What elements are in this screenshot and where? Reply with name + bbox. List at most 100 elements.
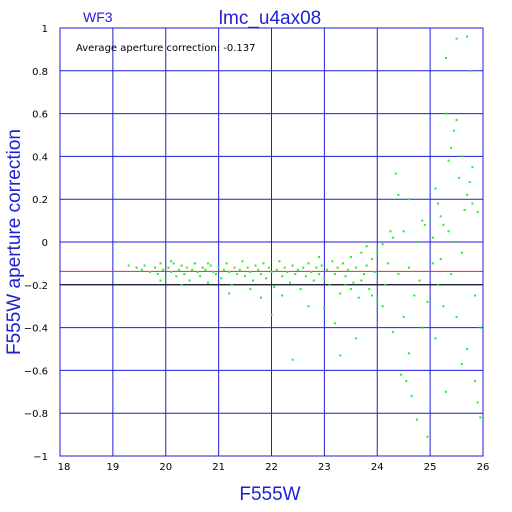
data-point bbox=[143, 264, 146, 267]
data-point bbox=[357, 296, 360, 299]
data-point bbox=[415, 418, 418, 421]
y-tick-label: −0.2 bbox=[24, 281, 48, 292]
x-tick-label: 21 bbox=[212, 462, 225, 473]
x-tick-label: 19 bbox=[107, 462, 120, 473]
data-point bbox=[466, 193, 469, 196]
data-point bbox=[283, 266, 286, 269]
data-point bbox=[304, 275, 307, 278]
data-point bbox=[318, 255, 321, 258]
data-point bbox=[183, 273, 186, 276]
data-point bbox=[410, 395, 413, 398]
grid-lines bbox=[59, 27, 484, 457]
data-point bbox=[407, 352, 410, 355]
data-point bbox=[331, 260, 334, 263]
data-point bbox=[318, 273, 321, 276]
data-point bbox=[468, 69, 471, 72]
data-point bbox=[230, 283, 233, 286]
data-point bbox=[474, 294, 477, 297]
data-point bbox=[402, 230, 405, 233]
data-point bbox=[236, 273, 239, 276]
data-point bbox=[246, 266, 249, 269]
average-annotation: Average aperture correction: -0.137 bbox=[76, 43, 256, 54]
y-tick-label: 0.8 bbox=[32, 67, 48, 78]
data-point bbox=[265, 277, 268, 280]
data-point bbox=[439, 258, 442, 261]
data-point bbox=[180, 264, 183, 267]
data-point bbox=[201, 266, 204, 269]
x-tick-label: 26 bbox=[477, 462, 490, 473]
data-point bbox=[175, 275, 178, 278]
data-point bbox=[341, 262, 344, 265]
data-point bbox=[159, 279, 162, 282]
x-tick-label: 22 bbox=[265, 462, 278, 473]
data-point bbox=[315, 266, 318, 269]
data-point bbox=[434, 337, 437, 340]
data-point bbox=[222, 268, 225, 271]
data-point bbox=[421, 219, 424, 222]
y-tick-label: −0.6 bbox=[24, 366, 48, 377]
data-point bbox=[474, 380, 477, 383]
data-point bbox=[431, 236, 434, 239]
data-point bbox=[244, 275, 247, 278]
data-point bbox=[228, 270, 231, 273]
data-point bbox=[468, 181, 471, 184]
data-point bbox=[376, 300, 379, 303]
data-point bbox=[204, 268, 207, 271]
data-point bbox=[225, 262, 228, 265]
data-point bbox=[172, 262, 175, 265]
data-point bbox=[170, 260, 173, 263]
data-point bbox=[415, 241, 418, 243]
data-point bbox=[370, 294, 373, 297]
x-tick-label: 25 bbox=[424, 462, 437, 473]
data-point bbox=[466, 35, 469, 38]
data-point bbox=[434, 187, 437, 190]
data-point bbox=[360, 279, 363, 282]
data-point bbox=[294, 273, 297, 276]
data-point bbox=[386, 262, 389, 265]
data-point bbox=[299, 288, 302, 291]
data-point bbox=[429, 219, 432, 222]
data-point bbox=[407, 266, 410, 269]
data-point bbox=[344, 275, 347, 278]
data-point bbox=[352, 281, 355, 284]
data-point bbox=[455, 119, 458, 122]
data-point bbox=[127, 264, 130, 267]
y-tick-label: 0.6 bbox=[32, 110, 48, 121]
y-tick-labels: −1 −0.8 −0.6 −0.4 −0.2 0 0.2 0.4 0.6 0.8 1 bbox=[24, 24, 48, 463]
data-point bbox=[384, 283, 387, 286]
y-tick-label: 0 bbox=[42, 238, 48, 249]
data-point bbox=[310, 270, 313, 273]
data-point bbox=[333, 273, 336, 276]
data-point bbox=[228, 292, 231, 295]
data-point bbox=[458, 176, 461, 179]
data-point bbox=[376, 251, 379, 254]
data-point bbox=[177, 268, 180, 271]
chip-label: WF3 bbox=[83, 9, 113, 25]
data-point bbox=[281, 294, 284, 297]
data-point bbox=[296, 268, 299, 271]
data-point bbox=[347, 268, 350, 271]
y-tick-label: −1 bbox=[33, 452, 48, 463]
data-point bbox=[185, 266, 188, 269]
data-point bbox=[365, 264, 368, 267]
data-point bbox=[326, 268, 329, 271]
data-point bbox=[249, 288, 252, 291]
data-point bbox=[421, 326, 424, 329]
data-point bbox=[241, 260, 244, 263]
x-tick-label: 20 bbox=[159, 462, 172, 473]
data-point bbox=[471, 202, 474, 205]
data-point bbox=[368, 288, 371, 291]
data-point bbox=[336, 266, 339, 269]
data-point bbox=[339, 354, 342, 357]
data-point bbox=[214, 273, 217, 276]
data-point bbox=[289, 281, 292, 284]
data-point bbox=[413, 294, 416, 297]
x-tick-label: 24 bbox=[371, 462, 384, 473]
data-point bbox=[444, 390, 447, 393]
data-point bbox=[281, 275, 284, 278]
data-point bbox=[273, 285, 276, 288]
data-point bbox=[460, 362, 463, 365]
x-tick-label: 18 bbox=[58, 462, 71, 473]
data-point bbox=[365, 245, 368, 248]
y-tick-label: −0.4 bbox=[24, 324, 48, 335]
